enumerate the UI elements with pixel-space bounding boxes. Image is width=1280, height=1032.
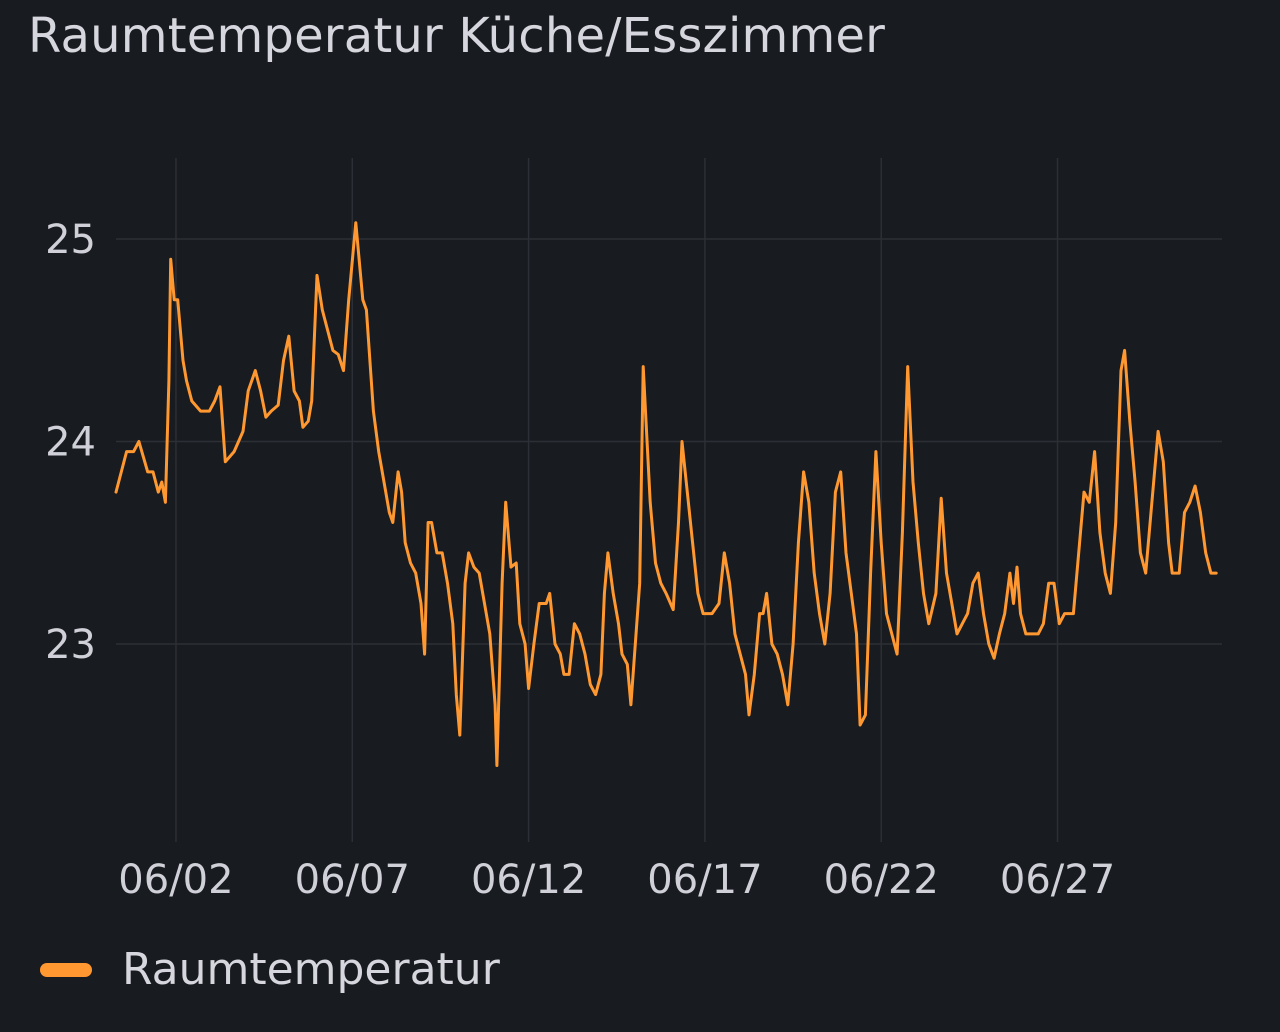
y-tick-label-23: 23 (45, 622, 96, 668)
series-layer (114, 221, 1218, 767)
panel-title: Raumtemperatur Küche/Esszimmer (28, 8, 886, 64)
legend[interactable]: Raumtemperatur (40, 944, 500, 995)
x-tick-label-06-22: 06/22 (824, 857, 939, 903)
y-tick-label-25: 25 (45, 217, 96, 263)
y-tick-label-24: 24 (45, 420, 96, 466)
legend-label-raumtemperatur[interactable]: Raumtemperatur (122, 944, 500, 995)
x-tick-label-06-02: 06/02 (118, 857, 233, 903)
legend-swatch-raumtemperatur (40, 962, 92, 977)
x-tick-label-06-27: 06/27 (1000, 857, 1115, 903)
series-line-raumtemperatur[interactable] (114, 221, 1218, 767)
x-tick-label-06-07: 06/07 (295, 857, 410, 903)
axis-labels: 23 24 25 06/02 06/07 06/12 06/17 06/22 06/27 (45, 217, 1115, 903)
x-tick-label-06-12: 06/12 (471, 857, 586, 903)
x-tick-label-06-17: 06/17 (647, 857, 762, 903)
grid-layer (116, 158, 1222, 842)
